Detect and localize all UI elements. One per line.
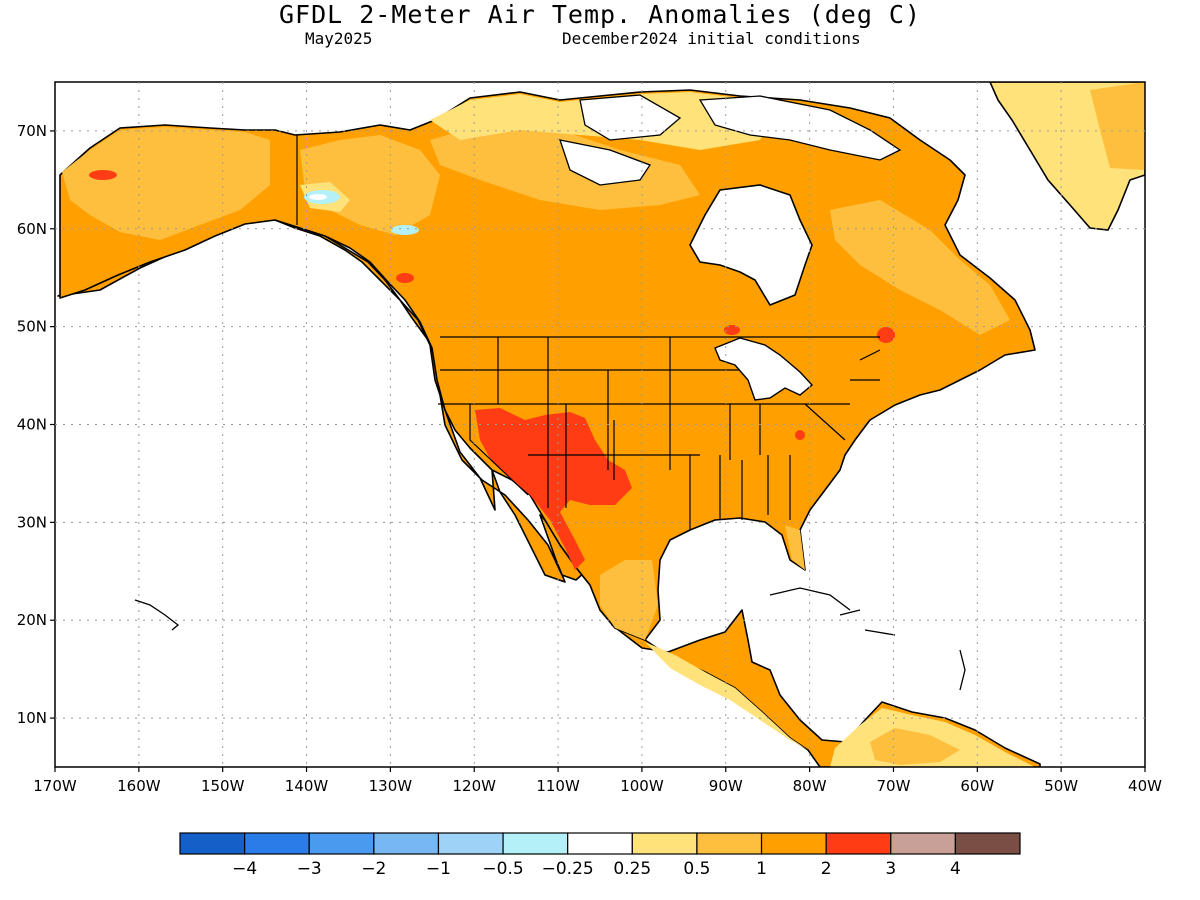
great-lakes [714,337,814,401]
colorbar-label: 4 [950,859,961,879]
map-area [57,82,1145,767]
colorbar-label: −3 [297,859,322,879]
lon-tick-label: 170W [33,777,77,795]
colorbar-segment [631,832,698,855]
colorbar-segment [567,832,633,855]
colorbar-label: −1 [426,859,451,879]
colorbar-segment [179,832,246,855]
hotspot-southwest [475,408,632,570]
lat-tick-label: 60N [17,220,47,238]
colorbar-segment [696,832,763,855]
colorbar-segment [308,832,375,855]
colorbar-label: −0.25 [542,859,594,879]
cool-spot-alaska-inner [309,194,327,200]
lon-tick-label: 110W [536,777,580,795]
lat-tick-label: 50N [17,318,47,336]
axis-ticks: 170W 160W 150W 140W 130W 120W 110W 100W 90W 80W 70… [17,122,1162,795]
colorbar-segment [502,832,569,855]
lon-tick-label: 160W [117,777,161,795]
colorbar: −4 −3 −2 −1 −0.5 −0.25 0.25 0.5 1 2 3 4 [179,832,1021,879]
colorbar-label: 3 [885,859,896,879]
map-title: GFDL 2-Meter Air Temp. Anomalies (deg C) [278,0,922,29]
arctic-islands [559,94,902,186]
islands [134,587,966,691]
lat-tick-label: 40N [17,416,47,434]
colorbar-segment [760,832,827,855]
hotspot-quebec [877,327,895,343]
lon-tick-label: 60W [960,777,994,795]
cool-spot-bc [391,225,419,235]
colorbar-label: 0.25 [613,859,651,879]
hotspot-appalachia [795,430,805,440]
init-conditions-label: December2024 initial conditions [562,29,861,48]
hudson-bay [689,184,813,306]
lon-tick-label: 70W [877,777,911,795]
lon-tick-label: 140W [285,777,329,795]
political-boundaries [296,135,881,530]
lon-tick-label: 50W [1044,777,1078,795]
slight-warm-central-america [645,642,808,750]
warm-band-north-canada [430,120,700,210]
colorbar-segment [954,832,1021,855]
slight-warm-sa-inner [870,728,960,765]
warm-band-arctic [62,127,270,240]
colorbar-segment [825,832,892,855]
lon-tick-label: 120W [452,777,496,795]
lat-tick-label: 20N [17,611,47,629]
colorbar-segment [244,832,310,855]
colorbar-label: 0.5 [683,859,710,879]
colorbar-label: 1 [756,859,767,879]
greenland-warm-core [1090,82,1145,170]
lon-tick-label: 90W [709,777,743,795]
lat-tick-label: 10N [17,709,47,727]
colorbar-label: −2 [361,859,386,879]
colorbar-segment [890,832,956,855]
colorbar-segment [437,832,504,855]
valid-month-label: May2025 [305,29,373,48]
colorbar-label: −0.5 [482,859,523,879]
lon-tick-label: 40W [1128,777,1162,795]
lat-tick-label: 70N [17,122,47,140]
hotspot-ontario [724,325,740,335]
lon-tick-label: 150W [201,777,245,795]
lon-tick-label: 80W [793,777,827,795]
lon-tick-label: 100W [620,777,664,795]
lon-tick-label: 130W [369,777,413,795]
colorbar-label: 2 [821,859,832,879]
colorbar-label: −4 [232,859,257,879]
warm-band-labrador [830,200,1010,335]
warm-band-mexico-coast [600,560,658,640]
warm-band-florida [785,525,805,570]
hotspot-bc [396,273,414,283]
colorbar-segment [373,832,440,855]
gridlines [55,82,1145,767]
hotspot-alaska-west [89,170,117,180]
lat-tick-label: 30N [17,513,47,531]
